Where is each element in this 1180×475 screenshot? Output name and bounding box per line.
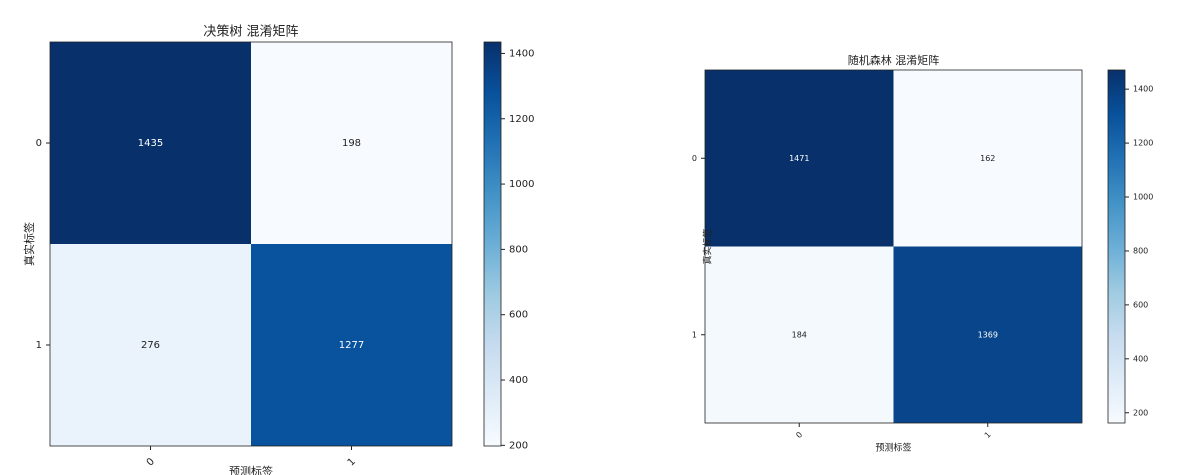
cell-label: 198	[342, 138, 361, 149]
heatmap-cell	[893, 246, 1082, 423]
colorbar-tick-label: 1000	[509, 179, 534, 190]
y-tick-label: 1	[36, 340, 42, 351]
colorbar-tick-label: 1000	[1133, 193, 1153, 202]
heatmap-cell	[705, 246, 894, 423]
colorbar-tick-label: 1400	[509, 48, 534, 59]
y-axis-label: 真实标签	[22, 222, 36, 266]
heatmap-cell	[50, 244, 251, 446]
y-axis-label: 真实标签	[702, 228, 714, 264]
cell-label: 1369	[978, 330, 998, 339]
chart-title: 决策树 混淆矩阵	[203, 24, 298, 40]
colorbar-tick-label: 200	[1133, 408, 1148, 417]
heatmap-cell	[705, 70, 894, 247]
cell-label: 276	[141, 340, 160, 351]
x-axis-label: 预测标签	[875, 442, 911, 454]
cell-label: 162	[980, 154, 995, 163]
colorbar-tick-label: 400	[509, 375, 528, 386]
heatmap-cell	[251, 244, 452, 446]
colorbar	[483, 41, 502, 447]
heatmap-cell	[50, 42, 251, 244]
x-axis-label: 预测标签	[229, 464, 273, 475]
colorbar-tick-label: 1200	[1133, 139, 1153, 148]
colorbar-tick-label: 1400	[1133, 85, 1153, 94]
colorbar-tick-label: 600	[1133, 300, 1148, 309]
colorbar-tick-label: 200	[509, 440, 528, 451]
x-tick-label: 1	[346, 456, 358, 468]
plot-frame	[704, 69, 1083, 424]
cell-label: 1277	[339, 340, 364, 351]
colorbar-tick-label: 1200	[509, 114, 534, 125]
colorbar-tick-label: 400	[1133, 354, 1148, 363]
colorbar-tick-label: 600	[509, 310, 528, 321]
x-tick-label: 0	[145, 456, 157, 468]
chart-title: 随机森林 混淆矩阵	[848, 53, 940, 67]
heatmap-cell	[251, 42, 452, 244]
plot-frame	[49, 41, 453, 447]
y-tick-label: 0	[36, 138, 42, 149]
y-tick-label: 1	[692, 330, 697, 339]
cell-label: 1471	[789, 154, 809, 163]
colorbar	[1107, 69, 1126, 424]
y-tick-label: 0	[692, 154, 697, 163]
colorbar-tick-label: 800	[509, 244, 528, 255]
x-tick-label: 1	[983, 430, 993, 440]
x-tick-label: 0	[794, 430, 804, 440]
cell-label: 184	[792, 330, 807, 339]
cell-label: 1435	[138, 138, 163, 149]
heatmap-cell	[893, 70, 1082, 247]
colorbar-tick-label: 800	[1133, 246, 1148, 255]
